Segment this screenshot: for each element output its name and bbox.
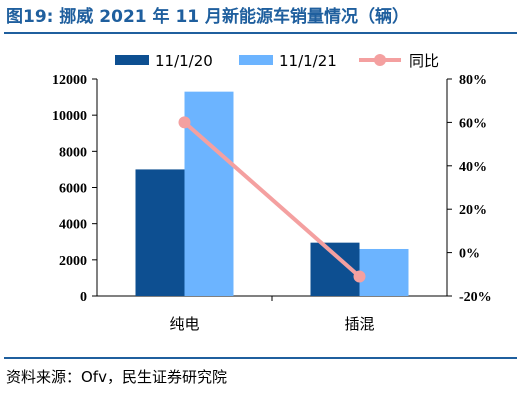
- legend-swatch-11/1/21: [239, 55, 273, 65]
- y-left-tick-label: 10000: [52, 109, 87, 124]
- legend-label: 同比: [409, 52, 439, 70]
- yoy-point: [353, 270, 366, 283]
- x-tick-label: 插混: [344, 315, 374, 333]
- title-rule: [4, 32, 517, 34]
- legend-marker-yoy: [374, 54, 386, 66]
- y-right-tick-label: 80%: [459, 73, 487, 88]
- yoy-line: [183, 120, 361, 278]
- bar-11/1/21: [184, 91, 234, 297]
- y-left-tick-label: 0: [80, 290, 87, 305]
- footer-rule: [4, 357, 517, 359]
- bar-11/1/21: [359, 248, 409, 296]
- y-left-tick-label: 12000: [52, 73, 87, 88]
- y-right-tick-label: 20%: [459, 203, 487, 218]
- legend-label: 11/1/20: [155, 52, 213, 70]
- y-right-tick-label: 60%: [459, 116, 487, 131]
- y-right-tick-label: -20%: [459, 290, 492, 305]
- y-left-tick-label: 6000: [59, 182, 87, 197]
- y-left-tick-label: 4000: [59, 218, 87, 233]
- legend-swatch-11/1/20: [115, 55, 149, 65]
- bar-11/1/20: [135, 169, 185, 296]
- y-left-tick-label: 8000: [59, 145, 87, 160]
- yoy-point: [178, 116, 191, 129]
- x-tick-label: 纯电: [169, 315, 199, 333]
- y-left-tick-label: 2000: [59, 254, 87, 269]
- y-right-tick-label: 40%: [459, 160, 487, 175]
- source-note: 资料来源：Ofv，民生证券研究院: [6, 368, 227, 386]
- chart-title: 图19: 挪威 2021 年 11 月新能源车销量情况（辆）: [6, 7, 410, 27]
- y-right-tick-label: 0%: [459, 247, 480, 262]
- legend-label: 11/1/21: [279, 52, 337, 70]
